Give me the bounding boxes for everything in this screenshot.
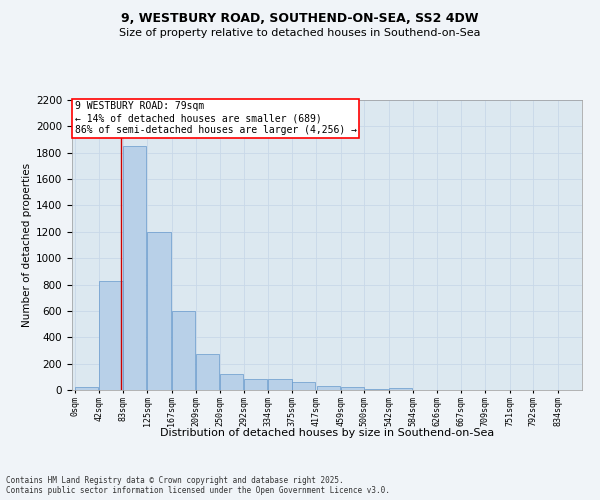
Bar — [268, 380, 292, 390]
Text: 9, WESTBURY ROAD, SOUTHEND-ON-SEA, SS2 4DW: 9, WESTBURY ROAD, SOUTHEND-ON-SEA, SS2 4… — [121, 12, 479, 26]
Bar — [341, 388, 364, 390]
Bar — [317, 386, 340, 390]
Bar — [123, 146, 146, 390]
Bar — [75, 388, 98, 390]
Bar — [220, 374, 243, 390]
Bar — [244, 380, 268, 390]
X-axis label: Distribution of detached houses by size in Southend-on-Sea: Distribution of detached houses by size … — [160, 428, 494, 438]
Bar — [196, 354, 220, 390]
Text: 9 WESTBURY ROAD: 79sqm
← 14% of detached houses are smaller (689)
86% of semi-de: 9 WESTBURY ROAD: 79sqm ← 14% of detached… — [74, 102, 356, 134]
Y-axis label: Number of detached properties: Number of detached properties — [22, 163, 32, 327]
Text: Contains HM Land Registry data © Crown copyright and database right 2025.
Contai: Contains HM Land Registry data © Crown c… — [6, 476, 390, 495]
Bar — [100, 280, 123, 390]
Text: Size of property relative to detached houses in Southend-on-Sea: Size of property relative to detached ho… — [119, 28, 481, 38]
Bar — [172, 311, 195, 390]
Bar — [389, 388, 412, 390]
Bar — [148, 232, 171, 390]
Bar — [292, 382, 316, 390]
